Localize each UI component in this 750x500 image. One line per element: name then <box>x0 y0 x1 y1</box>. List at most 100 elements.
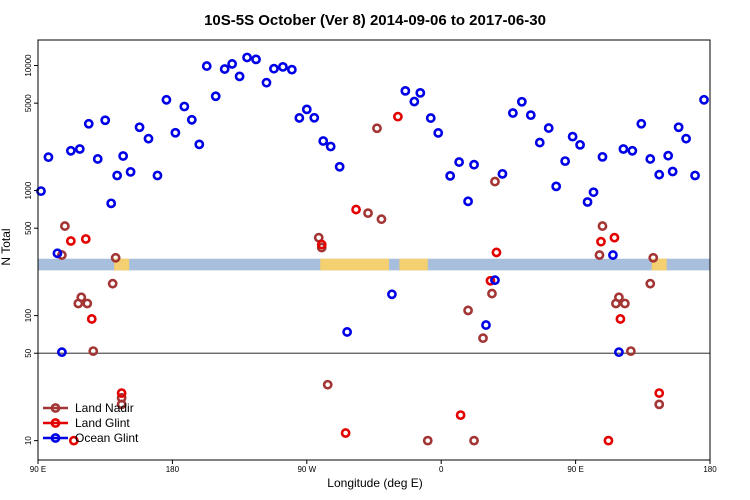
point-land-nadir <box>614 292 624 303</box>
point-land-nadir <box>645 278 656 289</box>
point-ocean-glint <box>201 61 212 71</box>
point-land-nadir <box>76 292 87 303</box>
point-ocean-glint <box>551 181 562 192</box>
point-ocean-glint <box>43 152 54 163</box>
point-ocean-glint <box>425 113 436 123</box>
point-ocean-glint <box>645 154 656 164</box>
point-land-nadir <box>110 252 121 263</box>
point-land-nadir <box>422 435 433 446</box>
point-ocean-glint <box>654 169 665 180</box>
land-segment <box>651 258 658 271</box>
point-ocean-glint <box>342 327 353 337</box>
point-ocean-glint <box>100 115 111 126</box>
point-ocean-glint <box>507 108 518 118</box>
point-ocean-glint <box>627 145 638 156</box>
point-ocean-glint <box>525 110 536 121</box>
point-land-nadir <box>107 278 118 289</box>
point-ocean-glint <box>667 166 678 177</box>
legend-label: Land Nadir <box>75 401 134 415</box>
point-land-glint <box>116 388 127 398</box>
point-ocean-glint <box>143 133 154 144</box>
point-land-nadir <box>82 298 93 309</box>
point-ocean-glint <box>152 170 163 181</box>
point-ocean-glint <box>543 123 554 133</box>
point-land-nadir <box>469 435 479 446</box>
point-ocean-glint <box>194 139 205 150</box>
legend-marker <box>50 403 61 413</box>
point-ocean-glint <box>106 198 117 209</box>
point-ocean-glint <box>112 170 123 181</box>
point-ocean-glint <box>52 248 63 259</box>
point-ocean-glint <box>588 187 599 198</box>
point-land-nadir <box>594 250 605 260</box>
point-land-glint <box>491 247 502 258</box>
point-ocean-glint <box>301 104 312 115</box>
x-tick-label: 90 E <box>567 465 583 474</box>
point-ocean-glint <box>56 347 67 358</box>
legend-marker <box>50 418 61 428</box>
point-land-nadir <box>376 214 387 225</box>
point-ocean-glint <box>134 122 145 133</box>
point-land-glint <box>392 111 403 122</box>
point-ocean-glint <box>278 61 288 72</box>
point-land-glint <box>654 388 665 398</box>
point-ocean-glint <box>454 157 465 167</box>
point-ocean-glint <box>234 71 245 82</box>
point-land-glint <box>340 428 351 438</box>
chart-title: 10S-5S October (Ver 8) 2014-09-06 to 201… <box>204 12 546 29</box>
point-land-glint <box>615 314 626 324</box>
point-ocean-glint <box>608 250 618 260</box>
point-land-glint <box>603 435 614 446</box>
point-ocean-glint <box>161 94 172 105</box>
point-ocean-glint <box>74 144 85 154</box>
point-land-nadir <box>597 221 608 231</box>
point-ocean-glint <box>334 161 345 172</box>
point-ocean-glint <box>242 52 252 63</box>
point-land-glint <box>455 410 466 421</box>
point-ocean-glint <box>415 88 426 98</box>
point-ocean-glint <box>618 144 629 154</box>
point-land-glint <box>351 204 361 215</box>
point-land-nadir <box>487 288 497 299</box>
point-ocean-glint <box>490 275 500 286</box>
land-segment <box>120 258 123 271</box>
point-ocean-glint <box>125 167 136 177</box>
point-ocean-glint <box>681 133 692 144</box>
point-land-nadir <box>490 176 500 187</box>
point-ocean-glint <box>445 170 456 181</box>
point-ocean-glint <box>516 96 527 107</box>
point-land-nadir <box>322 379 333 390</box>
point-ocean-glint <box>575 139 585 150</box>
point-land-nadir <box>116 392 127 403</box>
point-ocean-glint <box>497 168 508 179</box>
point-ocean-glint <box>387 289 397 300</box>
point-land-nadir <box>619 298 630 309</box>
point-ocean-glint <box>309 112 320 123</box>
land-segment <box>659 258 666 271</box>
point-land-glint <box>86 314 97 324</box>
y-tick-label: 10000 <box>24 54 33 77</box>
axes: 90 E 180 90 W 0 90 E 180 10 50 100 500 1000 5000 100… <box>24 54 717 474</box>
data-points <box>36 52 709 446</box>
point-land-glint <box>80 234 91 244</box>
point-ocean-glint <box>463 196 473 207</box>
point-ocean-glint <box>294 113 305 123</box>
x-tick-label: 180 <box>166 465 180 474</box>
point-ocean-glint <box>179 101 190 112</box>
point-land-glint <box>485 275 496 286</box>
x-tick-label: 90 W <box>297 465 316 474</box>
y-tick-label: 500 <box>24 221 33 235</box>
land-segment <box>122 258 128 271</box>
point-land-nadir <box>88 346 99 357</box>
point-ocean-glint <box>614 347 624 358</box>
point-land-nadir <box>59 221 70 231</box>
point-ocean-glint <box>534 137 545 148</box>
point-ocean-glint <box>251 54 261 65</box>
point-ocean-glint <box>560 156 571 167</box>
point-ocean-glint <box>269 63 279 74</box>
x-axis-label: Longitude (deg E) <box>327 476 422 490</box>
point-ocean-glint <box>286 64 297 75</box>
x-tick-label: 90 E <box>30 465 46 474</box>
legend-label: Land Glint <box>75 416 130 430</box>
